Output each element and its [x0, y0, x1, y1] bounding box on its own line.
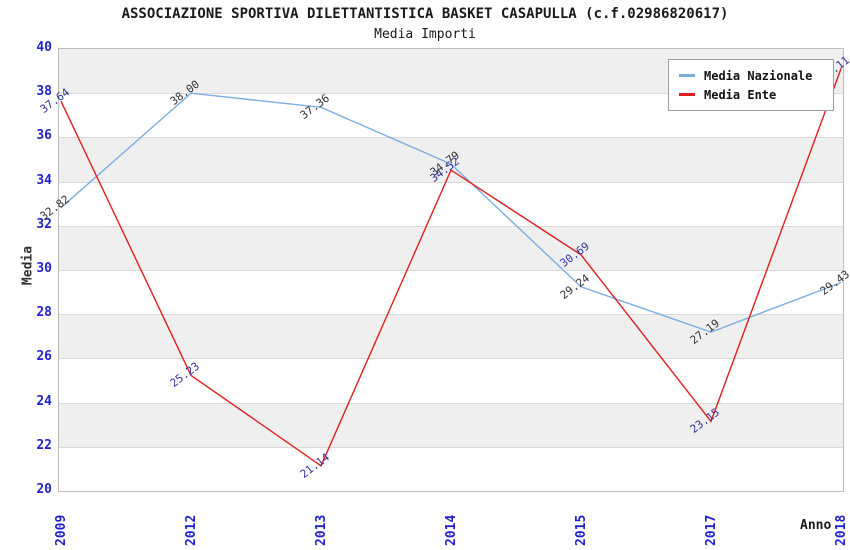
gridline	[59, 270, 843, 271]
gridline	[59, 402, 843, 404]
series-line-media-ente	[60, 68, 842, 467]
x-axis-title: Anno	[800, 518, 832, 533]
series-line-media-nazionale	[60, 92, 842, 333]
x-tick-label: 2017	[704, 514, 719, 546]
y-tick-label: 30	[36, 261, 52, 276]
legend-swatch-icon	[679, 74, 695, 77]
y-tick-label: 40	[36, 40, 52, 55]
y-tick-label: 32	[36, 216, 52, 232]
data-point-label-anchor: 37.36	[298, 84, 332, 122]
legend-item: Media Ente	[679, 85, 825, 104]
gridline	[59, 446, 843, 448]
gridline	[59, 358, 843, 360]
x-tick-label: 2012	[184, 514, 199, 546]
y-tick-label: 26	[36, 349, 52, 365]
y-tick-label: 36	[36, 128, 52, 144]
x-tick-label: 2015	[574, 514, 589, 546]
gridline	[59, 181, 843, 183]
gridline	[59, 225, 843, 227]
y-tick-label: 20	[36, 482, 52, 497]
data-point-label-anchor: 27.19	[688, 309, 722, 347]
y-tick-label: 24	[36, 393, 52, 409]
gridline	[59, 314, 843, 316]
data-point-label-anchor: 30.69	[558, 232, 592, 269]
data-point-label-anchor: 32.82	[38, 185, 72, 222]
data-point-label-anchor: 21.14	[298, 443, 332, 480]
data-point-label-anchor: 37.64	[38, 78, 72, 116]
legend: Media Nazionale Media Ente	[668, 59, 834, 111]
data-point-label-anchor: 38.00	[168, 70, 202, 108]
data-point-label-anchor: 23.15	[688, 398, 722, 436]
x-tick-label: 2018	[834, 514, 849, 546]
y-tick-label: 22	[36, 437, 52, 453]
x-tick-label: 2009	[54, 514, 69, 546]
chart-title: ASSOCIAZIONE SPORTIVA DILETTANTISTICA BA…	[121, 6, 729, 22]
legend-label: Media Ente	[704, 87, 777, 102]
gridline	[59, 137, 843, 139]
y-tick-label: 38	[36, 84, 52, 100]
gridline	[59, 93, 843, 95]
plot-band	[59, 225, 843, 270]
legend-label: Media Nazionale	[704, 68, 813, 83]
data-point-label-anchor: 34.52	[428, 147, 462, 185]
plot-band	[59, 314, 843, 359]
x-tick-label: 2013	[314, 514, 329, 546]
data-point-label-anchor: 25.23	[168, 352, 202, 390]
plot-band	[59, 137, 843, 182]
y-tick-label: 28	[36, 305, 52, 321]
plot-band	[59, 402, 843, 447]
legend-item: Media Nazionale	[679, 66, 825, 85]
legend-swatch-icon	[679, 93, 695, 96]
x-tick-label: 2014	[444, 514, 459, 546]
line-chart-canvas	[60, 68, 842, 467]
chart-subtitle: Media Importi	[374, 27, 476, 42]
plot-area	[58, 48, 844, 492]
y-tick-label: 34	[36, 172, 52, 188]
data-point-label-anchor: 29.43	[818, 260, 850, 297]
